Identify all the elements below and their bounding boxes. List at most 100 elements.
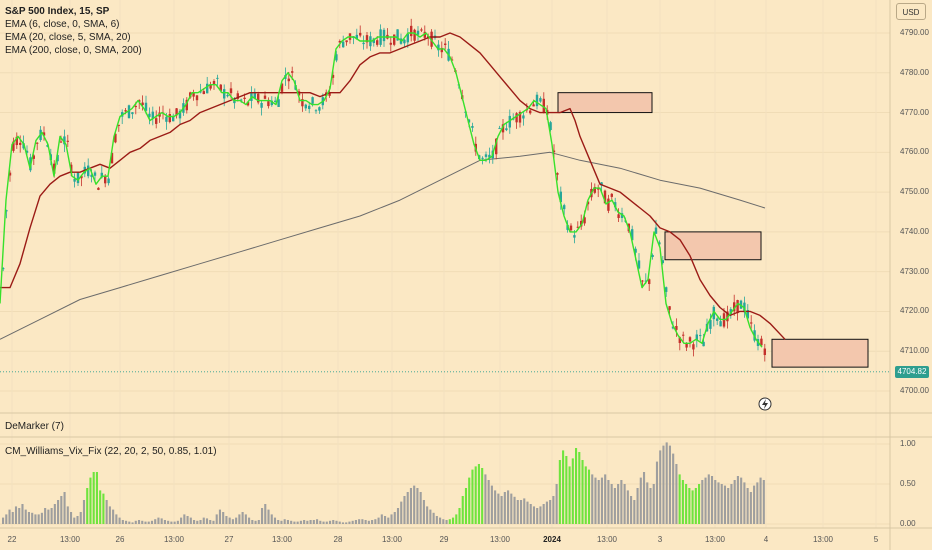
candle-body bbox=[658, 242, 661, 245]
candle-body bbox=[144, 102, 148, 111]
candle-body bbox=[651, 254, 654, 257]
candle-body bbox=[338, 41, 341, 43]
candle-body bbox=[610, 193, 613, 197]
candle-body bbox=[413, 29, 416, 41]
candle-body bbox=[172, 116, 175, 122]
vix-bar bbox=[66, 506, 69, 524]
vix-bar bbox=[40, 512, 43, 524]
vix-bar bbox=[244, 514, 247, 524]
candle-body bbox=[226, 95, 229, 97]
vix-bar bbox=[280, 520, 283, 524]
vix-bar bbox=[222, 512, 225, 524]
vix-bar bbox=[34, 514, 37, 524]
candle-body bbox=[600, 182, 603, 186]
vix-bar bbox=[558, 460, 561, 524]
candle-body bbox=[597, 188, 600, 190]
vix-bar bbox=[89, 477, 92, 524]
vix-bar bbox=[575, 448, 578, 524]
candle-body bbox=[569, 225, 573, 231]
vix-bar bbox=[665, 442, 668, 524]
candle-body bbox=[263, 95, 267, 99]
vix-bar bbox=[526, 501, 529, 524]
vix-bar bbox=[649, 488, 652, 524]
vix-bar bbox=[562, 450, 565, 524]
price-tick-label: 4780.00 bbox=[900, 67, 929, 77]
vix-bar bbox=[429, 509, 432, 524]
vix-bar bbox=[691, 490, 694, 524]
vix-bar bbox=[24, 509, 27, 524]
vix-bar bbox=[202, 517, 205, 524]
vix-bar bbox=[468, 477, 471, 524]
demarker-title[interactable]: DeMarker (7) bbox=[5, 421, 64, 432]
candle-body bbox=[671, 326, 675, 329]
vix-bar bbox=[293, 521, 296, 524]
vix-bar bbox=[662, 445, 665, 524]
vix-bar bbox=[351, 520, 354, 524]
vix-bar bbox=[720, 484, 723, 524]
candle-body bbox=[318, 107, 321, 111]
vix-bar bbox=[371, 520, 374, 524]
vix-bar bbox=[419, 492, 422, 524]
vix-bar bbox=[733, 480, 736, 524]
vix-bar bbox=[260, 508, 264, 524]
vix-bar bbox=[2, 517, 5, 524]
candle-body bbox=[644, 280, 647, 282]
candle-body bbox=[488, 154, 491, 158]
vix-bar bbox=[439, 517, 442, 524]
legend-ema200[interactable]: EMA (200, close, 0, SMA, 200) bbox=[5, 45, 142, 56]
legend-ema6[interactable]: EMA (6, close, 0, SMA, 6) bbox=[5, 19, 120, 30]
vix-bar bbox=[361, 519, 364, 524]
price-tick-label: 4790.00 bbox=[900, 28, 929, 37]
legend-ema20[interactable]: EMA (20, close, 5, SMA, 20) bbox=[5, 32, 131, 43]
vix-fix-title[interactable]: CM_Williams_Vix_Fix (22, 20, 2, 50, 0.85… bbox=[5, 446, 217, 457]
vix-bar bbox=[270, 514, 273, 524]
candle-body bbox=[603, 190, 607, 204]
vix-bar bbox=[57, 500, 60, 524]
price-tick-label: 4760.00 bbox=[900, 147, 929, 157]
candle-body bbox=[620, 213, 624, 218]
vix-bar bbox=[736, 476, 739, 524]
candle-body bbox=[763, 348, 766, 356]
vix-bar bbox=[704, 477, 707, 524]
candle-body bbox=[733, 302, 736, 312]
last-price-label: 4704.82 bbox=[895, 366, 929, 378]
vix-bar bbox=[303, 520, 306, 524]
vix-bar bbox=[95, 472, 98, 524]
legend-symbol[interactable]: S&P 500 Index, 15, SP bbox=[5, 6, 110, 17]
alert-icon bbox=[758, 397, 772, 411]
candle-body bbox=[617, 214, 620, 219]
candle-body bbox=[246, 101, 250, 106]
candle-body bbox=[2, 268, 5, 270]
resistance-zone bbox=[557, 92, 653, 114]
candle-body bbox=[729, 309, 732, 315]
vix-bar bbox=[167, 520, 170, 524]
currency-button[interactable]: USD bbox=[896, 3, 926, 20]
ema-20-line bbox=[0, 32, 786, 340]
candle-body bbox=[583, 217, 586, 224]
vix-bar bbox=[115, 514, 118, 524]
candle-body bbox=[607, 198, 610, 211]
candle-body bbox=[403, 39, 406, 44]
vix-bar bbox=[189, 517, 192, 524]
vix-bar bbox=[160, 518, 163, 524]
candle-body bbox=[277, 99, 280, 107]
price-tick-label: 4700.00 bbox=[900, 386, 929, 395]
candle-body bbox=[539, 98, 542, 102]
candle-body bbox=[661, 260, 664, 264]
vix-bar bbox=[225, 516, 228, 524]
vix-bar bbox=[400, 501, 403, 524]
candle-body bbox=[63, 136, 66, 145]
vix-bar bbox=[86, 488, 89, 524]
candle-body bbox=[665, 287, 668, 292]
time-tick-label: 27 bbox=[224, 535, 234, 544]
vix-bar bbox=[672, 453, 675, 524]
candle-body bbox=[151, 111, 154, 119]
vix-bar bbox=[396, 508, 400, 524]
candle-body bbox=[25, 150, 29, 153]
vix-bar bbox=[714, 480, 717, 524]
vix-bar bbox=[37, 514, 40, 524]
candle-body bbox=[124, 110, 127, 112]
candle-body bbox=[501, 124, 505, 133]
vix-bar bbox=[348, 521, 351, 524]
